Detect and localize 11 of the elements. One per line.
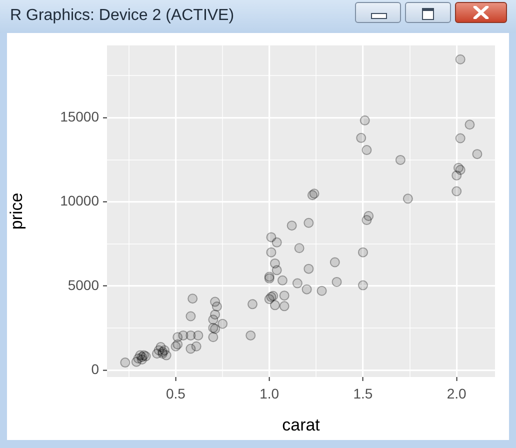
x-tick-label: 0.5 [166,385,186,402]
y-tick-label: 0 [91,360,100,377]
y-axis-title: price [6,192,26,230]
x-tick-label: 1.0 [260,385,280,402]
x-tick-label: 1.5 [353,385,373,402]
y-tick-label: 10000 [60,192,100,209]
x-tick-label: 2.0 [446,385,467,402]
y-tick-label: 15000 [60,108,100,125]
x-axis-title: carat [282,415,320,434]
y-tick-label: 5000 [68,276,100,293]
chart-title: R Graphics: Device 2 (ACTIVE) [10,7,234,25]
